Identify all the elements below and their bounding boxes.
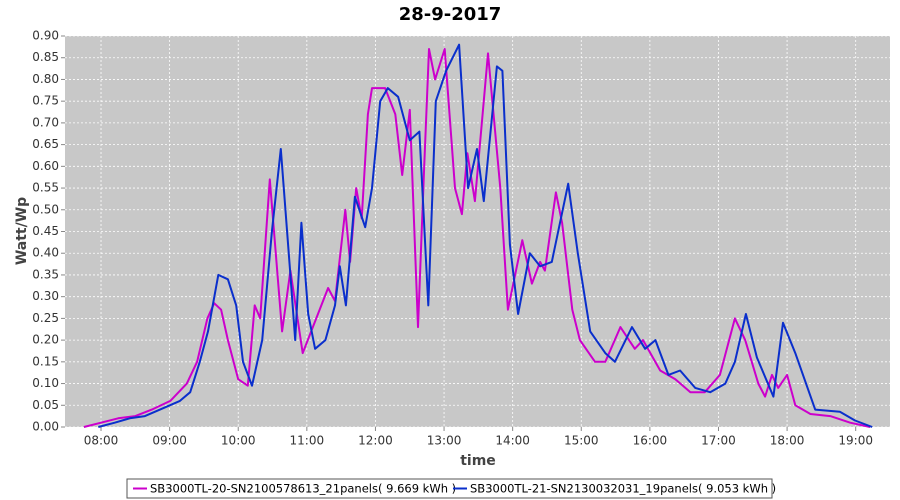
y-tick-label: 0.40 bbox=[32, 246, 59, 260]
y-tick-label: 0.50 bbox=[32, 202, 59, 216]
y-tick-label: 0.70 bbox=[32, 115, 59, 129]
y-tick-label: 0.45 bbox=[32, 224, 59, 238]
x-tick-label: 18:00 bbox=[770, 434, 805, 448]
y-tick-label: 0.60 bbox=[32, 159, 59, 173]
x-tick-label: 09:00 bbox=[152, 434, 187, 448]
y-tick-label: 0.55 bbox=[32, 181, 59, 195]
y-tick-label: 0.85 bbox=[32, 50, 59, 64]
y-tick-label: 0.30 bbox=[32, 289, 59, 303]
y-tick-label: 0.20 bbox=[32, 333, 59, 347]
x-tick-label: 16:00 bbox=[633, 434, 668, 448]
legend bbox=[126, 478, 773, 499]
x-tick-label: 17:00 bbox=[701, 434, 736, 448]
y-tick-label: 0.00 bbox=[32, 420, 59, 434]
x-tick-label: 12:00 bbox=[358, 434, 393, 448]
y-tick-label: 0.65 bbox=[32, 137, 59, 151]
y-tick-label: 0.25 bbox=[32, 311, 59, 325]
y-tick-label: 0.15 bbox=[32, 354, 59, 368]
y-axis-label: Watt/Wp bbox=[14, 197, 30, 265]
x-tick-label: 10:00 bbox=[221, 434, 256, 448]
y-tick-label: 0.10 bbox=[32, 376, 59, 390]
y-tick-label: 0.05 bbox=[32, 398, 59, 412]
chart-title: 28-9-2017 bbox=[399, 4, 502, 25]
legend-label: SB3000TL-21-SN2130032031_19panels( 9.053… bbox=[470, 482, 776, 496]
series-line bbox=[98, 43, 873, 428]
x-tick-label: 14:00 bbox=[495, 434, 530, 448]
legend-label: SB3000TL-20-SN2100578613_21panels( 9.669… bbox=[150, 482, 456, 496]
series-line bbox=[83, 48, 871, 428]
y-tick-label: 0.35 bbox=[32, 267, 59, 281]
y-tick-label: 0.75 bbox=[32, 94, 59, 108]
x-tick-label: 13:00 bbox=[427, 434, 462, 448]
x-tick-label: 15:00 bbox=[564, 434, 599, 448]
x-tick-label: 08:00 bbox=[84, 434, 119, 448]
x-axis-label: time bbox=[460, 453, 496, 469]
x-tick-label: 11:00 bbox=[290, 434, 325, 448]
y-tick-label: 0.80 bbox=[32, 72, 59, 86]
x-tick-label: 19:00 bbox=[838, 434, 873, 448]
y-tick-label: 0.90 bbox=[32, 29, 59, 43]
